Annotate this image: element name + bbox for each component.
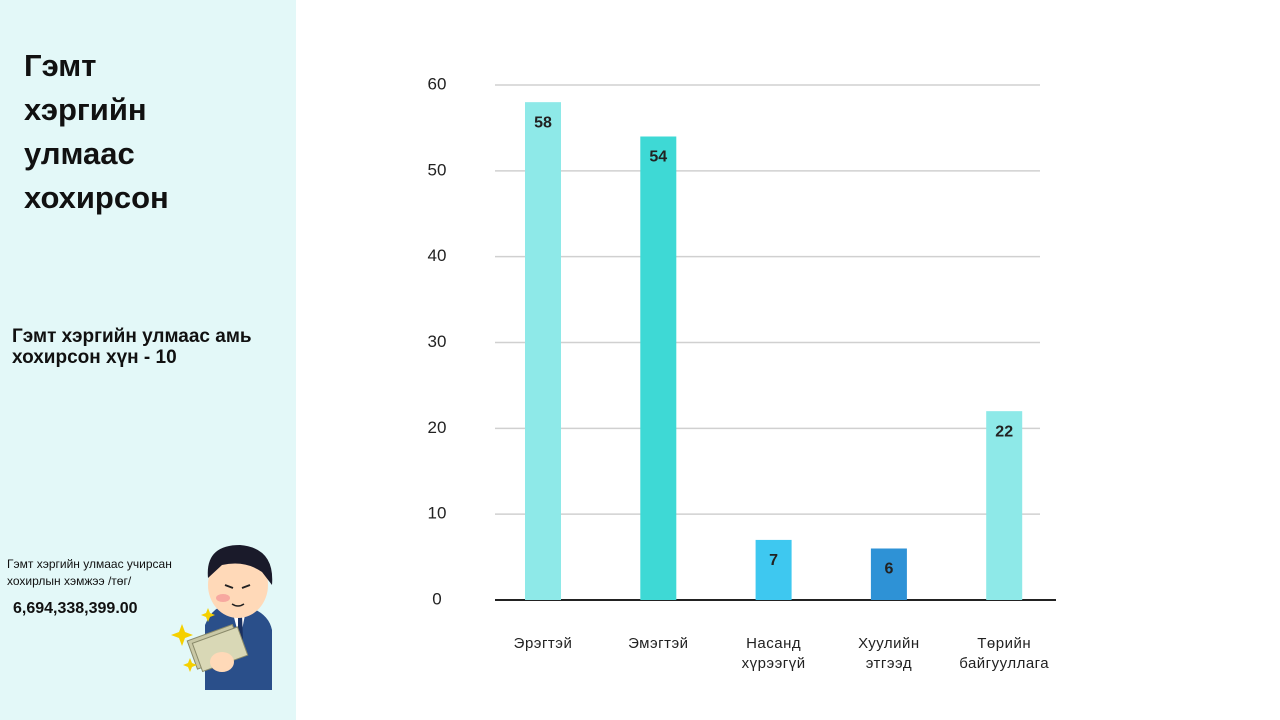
sidebar: Гэмт хэргийн улмаас хохирсон Гэмт хэргий… bbox=[0, 0, 296, 720]
y-tick-label: 60 bbox=[428, 74, 447, 93]
x-tick-label: Төрийн байгууллага bbox=[959, 635, 1050, 672]
y-tick-label: 40 bbox=[428, 246, 447, 265]
bar bbox=[525, 102, 561, 601]
bar bbox=[870, 548, 907, 600]
y-tick-label: 30 bbox=[428, 332, 447, 351]
bar bbox=[640, 136, 677, 600]
x-tick-label: Насанд хүрээгүй bbox=[741, 635, 806, 672]
y-tick-label: 20 bbox=[428, 418, 447, 437]
deaths-text: Гэмт хэргийн улмаас амь хохирсон хүн - 1… bbox=[12, 326, 252, 368]
x-tick-label: Эрэгтэй bbox=[513, 635, 573, 652]
y-tick-label: 10 bbox=[428, 504, 447, 523]
illustration bbox=[171, 545, 273, 690]
x-tick-label: Эмэгтэй bbox=[628, 635, 689, 652]
value-label: 6 bbox=[884, 561, 893, 578]
value-label: 7 bbox=[769, 552, 778, 569]
bar bbox=[755, 539, 792, 600]
bar bbox=[986, 411, 1023, 600]
damage-label: Гэмт хэргийн улмаас учирсан хохирлын хэм… bbox=[7, 557, 172, 588]
value-label: 22 bbox=[995, 423, 1013, 440]
value-label: 54 bbox=[649, 149, 667, 166]
slide-title: Гэмт хэргийн улмаас хохирсон bbox=[24, 48, 169, 215]
value-label: 58 bbox=[534, 114, 552, 131]
x-tick-label: Хуулийн этгээд bbox=[858, 635, 920, 672]
damage-value: 6,694,338,399.00 bbox=[13, 600, 138, 617]
y-tick-label: 50 bbox=[428, 160, 447, 179]
y-tick-label: 0 bbox=[432, 589, 441, 608]
